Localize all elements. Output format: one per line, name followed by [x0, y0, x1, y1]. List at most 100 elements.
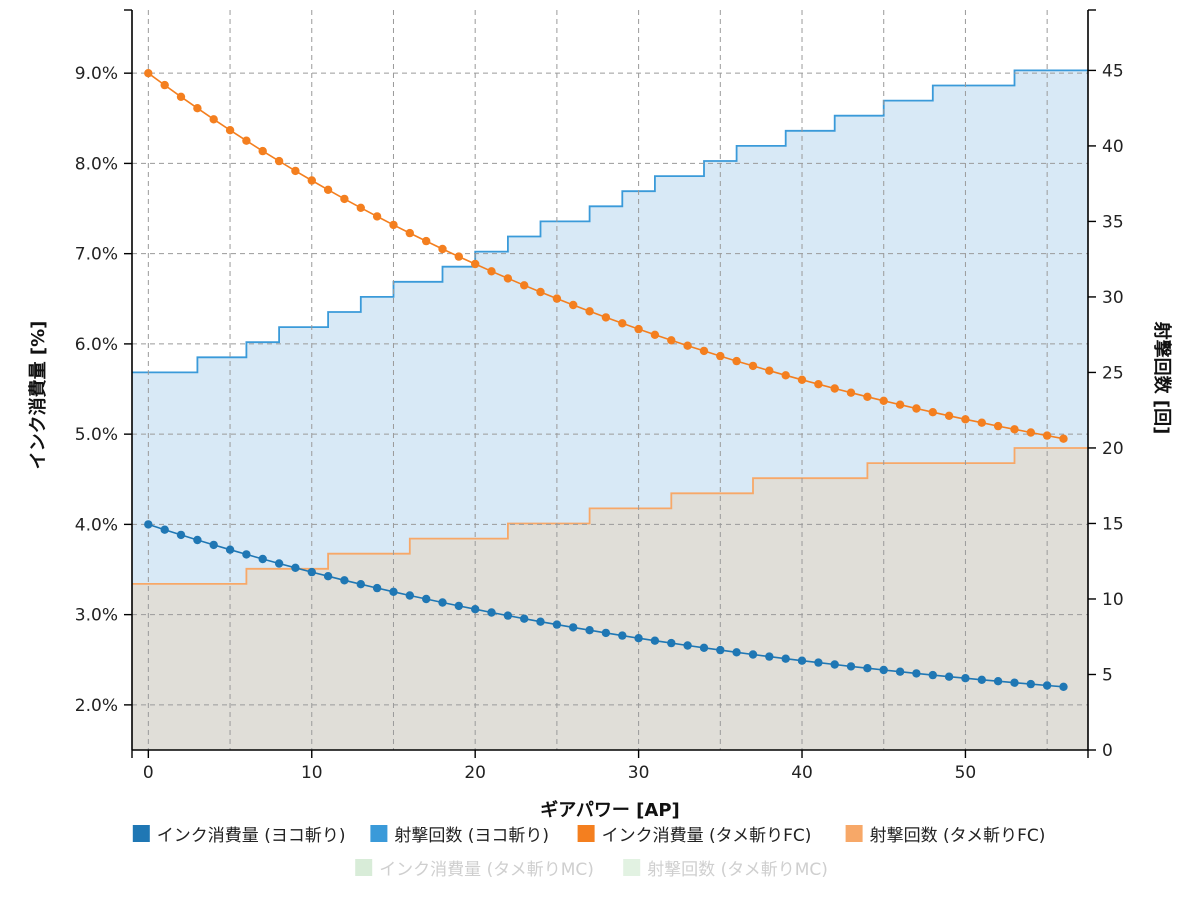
series-point: [781, 654, 790, 663]
x-tick-label: 50: [955, 763, 977, 783]
series-point: [291, 563, 300, 572]
legend-swatch: [623, 859, 641, 876]
series-point: [471, 605, 480, 614]
series-point: [569, 623, 578, 632]
series-point: [536, 617, 545, 626]
series-point: [520, 281, 529, 290]
series-point: [748, 650, 758, 659]
series-point: [699, 643, 709, 652]
series-point: [323, 572, 333, 581]
series-point: [961, 674, 970, 683]
series-point: [552, 294, 562, 303]
x-tick-label: 40: [791, 763, 813, 783]
series-point: [258, 146, 267, 156]
series-point: [993, 677, 1003, 686]
legend-item[interactable]: インク消費量 (タメ斬りFC): [577, 825, 812, 846]
series-point: [1026, 428, 1036, 437]
series-point: [601, 313, 611, 322]
legend-item[interactable]: 射撃回数 (タメ斬りFC): [845, 825, 1046, 846]
series-point: [683, 641, 692, 650]
series-point: [895, 400, 905, 409]
series-point: [569, 300, 578, 310]
series-point: [176, 530, 186, 540]
series-point: [683, 341, 692, 350]
series-point: [912, 404, 921, 413]
legend-swatch: [845, 825, 863, 842]
series-point: [650, 330, 660, 339]
series-point: [323, 185, 333, 194]
series-point: [503, 274, 513, 283]
series-point: [144, 520, 153, 529]
series-point: [274, 156, 284, 166]
series-point: [1010, 425, 1019, 434]
series-point: [487, 608, 496, 617]
series-point: [765, 366, 774, 375]
legend-swatch: [370, 825, 388, 842]
series-point: [1010, 678, 1019, 687]
series-point: [405, 228, 414, 238]
series-point: [863, 664, 872, 673]
series-point: [536, 287, 545, 297]
series-point: [438, 598, 447, 607]
series-point: [340, 194, 349, 204]
series-point: [422, 594, 431, 604]
series-point: [1059, 434, 1068, 443]
series-point: [879, 396, 888, 405]
legend-item[interactable]: インク消費量 (ヨコ斬り): [132, 825, 346, 846]
series-point: [618, 319, 627, 328]
series-point: [225, 545, 235, 554]
legend-label: インク消費量 (タメ斬りFC): [602, 826, 812, 846]
series-point: [209, 115, 218, 124]
y-left-tick-label: 5.0%: [75, 425, 118, 445]
y-left-tick-label: 3.0%: [75, 606, 118, 626]
series-point: [225, 126, 235, 135]
series-point: [814, 658, 823, 667]
series-point: [193, 535, 202, 545]
series-point: [765, 652, 774, 661]
legend-item[interactable]: インク消費量 (タメ斬りMC): [355, 859, 594, 880]
series-point: [1059, 682, 1068, 691]
series-point: [846, 388, 856, 397]
step-line-0: [132, 69, 1088, 374]
series-point: [1042, 681, 1052, 690]
y-left-tick-label: 7.0%: [75, 245, 118, 265]
series-point: [503, 611, 513, 620]
y-right-tick-label: 45: [1102, 61, 1124, 81]
series-point: [307, 176, 316, 185]
series-point: [781, 371, 790, 380]
legend-item[interactable]: 射撃回数 (ヨコ斬り): [370, 825, 549, 846]
series-point: [487, 267, 496, 276]
series-point: [144, 69, 153, 78]
series-point: [977, 418, 986, 427]
series-point: [422, 236, 431, 246]
series-point: [634, 324, 643, 334]
series-point: [977, 675, 986, 684]
y-right-axis-title: 射撃回数 [回]: [1151, 321, 1173, 435]
series-point: [716, 351, 725, 361]
series-point: [814, 380, 823, 389]
series-point: [895, 667, 905, 676]
series-point: [372, 583, 382, 593]
y-left-tick-label: 9.0%: [75, 64, 118, 84]
series-point: [797, 375, 807, 384]
series-point: [667, 638, 676, 648]
y-left-tick-label: 8.0%: [75, 154, 118, 174]
series-point: [438, 244, 447, 254]
series-point: [944, 411, 954, 420]
legend-item[interactable]: 射撃回数 (タメ斬りMC): [623, 859, 828, 880]
series-point: [389, 220, 398, 230]
series-point: [454, 601, 463, 611]
series-point: [634, 634, 643, 643]
series-point: [389, 587, 398, 596]
y-right-tick-label: 30: [1102, 288, 1124, 308]
step-areas: [132, 69, 1088, 750]
series-point: [732, 356, 741, 366]
series-point: [405, 591, 414, 600]
legend-swatch: [577, 825, 595, 842]
x-tick-label: 10: [301, 763, 323, 783]
series-point: [160, 525, 169, 534]
y-left-tick-label: 6.0%: [75, 335, 118, 355]
series-point: [372, 212, 382, 221]
step-area-fill-1: [132, 448, 1088, 750]
legend-label: インク消費量 (タメ斬りMC): [379, 860, 594, 880]
